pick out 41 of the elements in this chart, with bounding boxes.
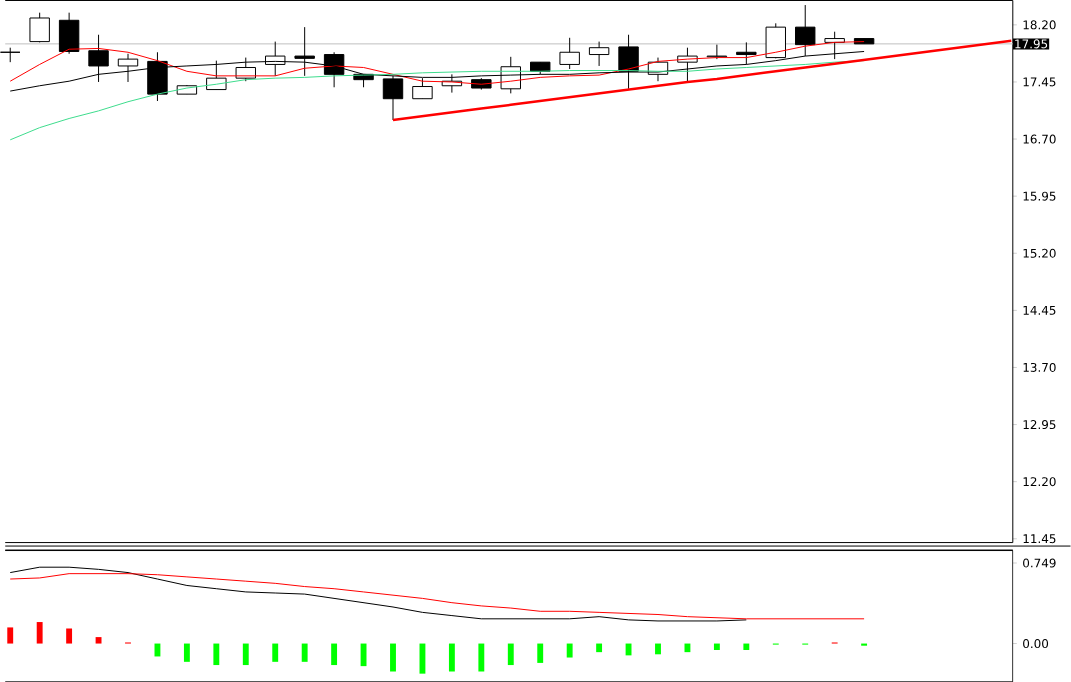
bar (213, 643, 220, 665)
bar (596, 643, 603, 652)
bar (95, 636, 102, 644)
bar (183, 643, 190, 662)
y-tick-label: 15.20 (1023, 248, 1056, 258)
candlestick (559, 37, 580, 70)
candlestick (588, 40, 610, 67)
bar (66, 628, 73, 644)
y-tick-label: 12.95 (1023, 419, 1056, 429)
y-tick-label: 12.20 (1023, 477, 1056, 487)
candlestick (29, 12, 50, 43)
bar (242, 643, 249, 665)
bar (331, 643, 338, 665)
candlestick (706, 43, 728, 60)
y-tick-label: 11.45 (1023, 534, 1056, 544)
bar (861, 643, 868, 646)
bar (713, 643, 720, 650)
y-tick-label: 0.749 (1023, 558, 1056, 568)
bar (448, 643, 455, 672)
y-tick-label: 18.20 (1023, 20, 1056, 30)
bar (566, 643, 573, 658)
y-tick-label: 17.45 (1023, 77, 1056, 87)
y-tick-label: 0.00 (1023, 638, 1049, 648)
bar (301, 643, 308, 662)
y-tick-label: 16.70 (1023, 134, 1056, 144)
bar (537, 643, 544, 663)
candlestick (117, 53, 139, 83)
y-tick-label: 13.70 (1023, 362, 1056, 372)
candlestick (0, 47, 21, 63)
bar (7, 627, 14, 644)
bar (507, 643, 514, 665)
ref-line-label: 17.95 (1015, 39, 1048, 49)
y-tick-label: 15.95 (1023, 191, 1056, 201)
bar (655, 643, 661, 655)
bar (390, 643, 396, 672)
bar (478, 643, 485, 672)
bar (272, 643, 279, 662)
bar (743, 643, 750, 650)
bar (684, 643, 691, 652)
bar (36, 621, 43, 644)
y-tick-label: 14.45 (1023, 305, 1056, 315)
